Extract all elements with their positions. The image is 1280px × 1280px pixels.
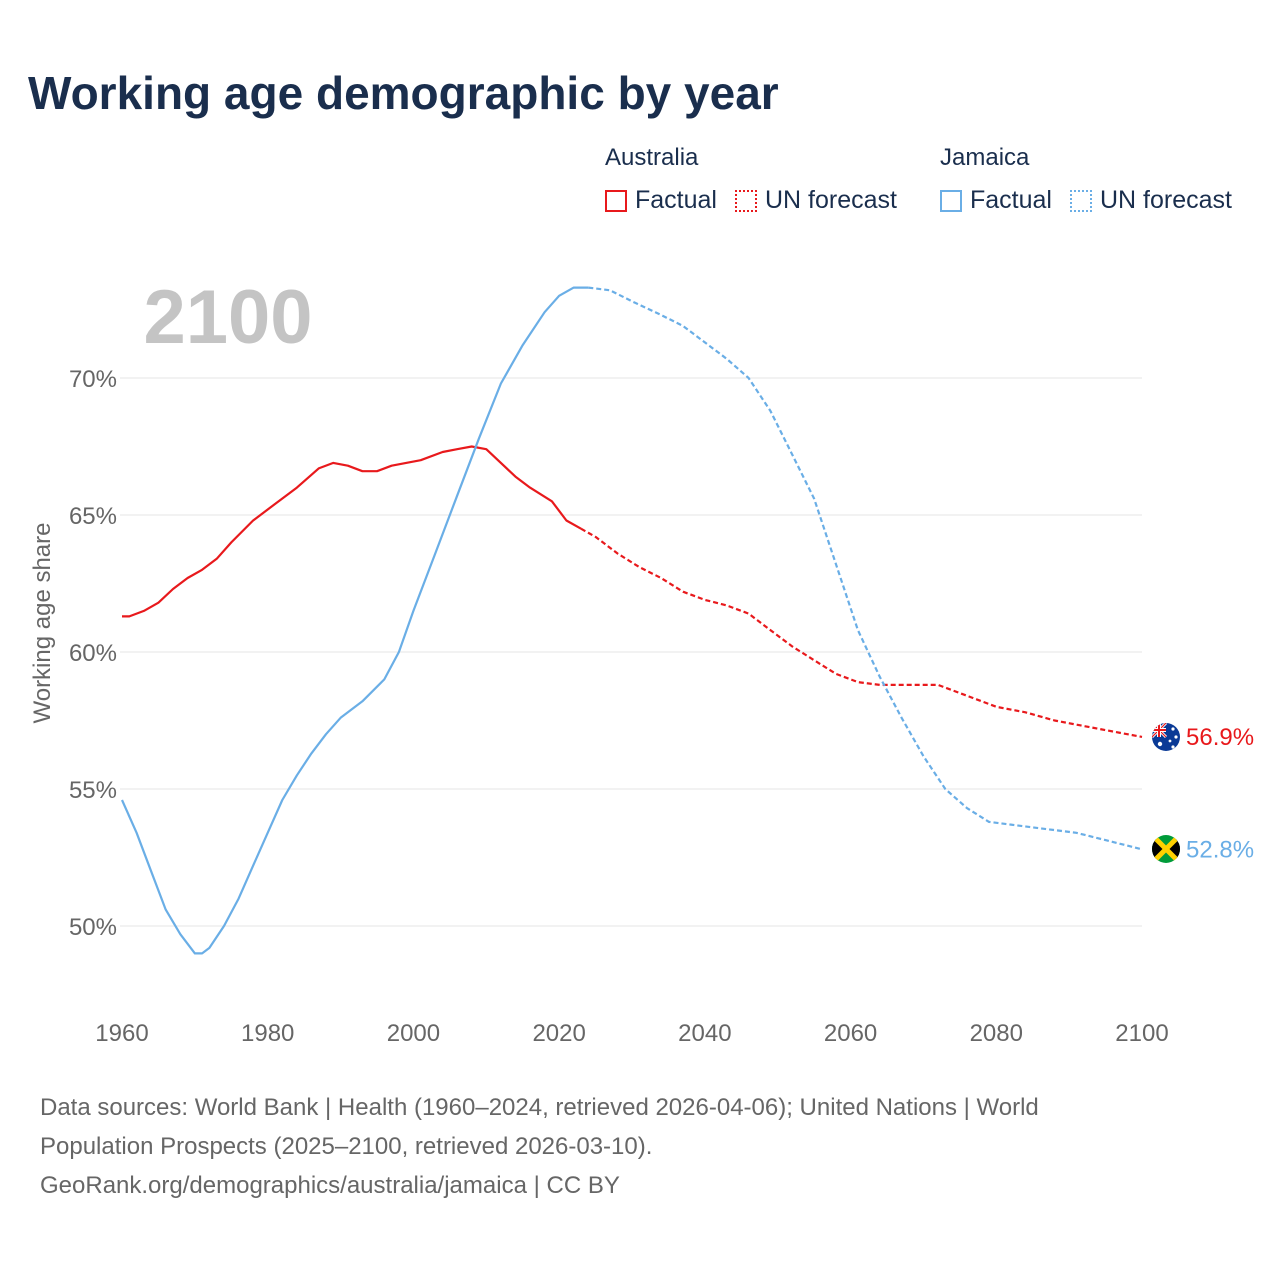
australia-end-label: 56.9% [1186, 724, 1254, 751]
legend-swatch-dotted [1069, 189, 1092, 212]
x-tick-label: 2020 [532, 1020, 585, 1047]
y-tick-label: 60% [69, 640, 117, 667]
legend-label: Factual [635, 186, 717, 214]
jamaica-factual-line [120, 286, 589, 955]
footer-line[interactable]: GeoRank.org/demographics/australia/jamai… [40, 1172, 620, 1199]
x-tick-label: 2080 [970, 1020, 1023, 1047]
legend-group-australia: Australia Factual UN forecast [605, 144, 897, 215]
x-tick-label: 2060 [824, 1020, 877, 1047]
x-tick-label: 2000 [387, 1020, 440, 1047]
legend-group-name: Australia [605, 144, 699, 171]
y-tick-label: 55% [69, 777, 117, 804]
legend-item-australia-forecast[interactable]: UN forecast [734, 186, 897, 215]
legend-label: UN forecast [764, 186, 897, 214]
legend-swatch-solid [940, 189, 962, 212]
legend-item-australia-factual[interactable]: Factual [605, 186, 717, 215]
australia-flag-icon [1152, 723, 1180, 751]
year-watermark: 2100 [143, 275, 312, 360]
legend-item-jamaica-factual[interactable]: Factual [940, 186, 1052, 215]
footer-sources: Data sources: World Bank | Health (1960–… [40, 1088, 1220, 1205]
legend-group-jamaica: Jamaica Factual UN forecast [940, 144, 1232, 215]
footer-line: Data sources: World Bank | Health (1960–… [40, 1094, 1039, 1121]
y-axis-label: Working age share [29, 523, 56, 724]
legend-item-jamaica-forecast[interactable]: UN forecast [1069, 186, 1232, 215]
x-tick-label: 1980 [241, 1020, 294, 1047]
x-tick-label: 2040 [678, 1020, 731, 1047]
legend-label: Factual [970, 186, 1052, 214]
jamaica-end-label: 52.8% [1186, 836, 1254, 863]
footer-line: Population Prospects (2025–2100, retriev… [40, 1133, 653, 1160]
australia-factual-line [122, 445, 582, 618]
x-tick-label: 1960 [95, 1020, 148, 1047]
legend-swatch-dotted [734, 189, 757, 212]
line-chart: 50% 55% 60% 65% 70% 1960 1980 2000 2020 2040 2060 2… [29, 275, 1254, 1047]
australia-forecast-line [580, 527, 1143, 738]
jamaica-flag-icon [1152, 835, 1180, 863]
chart-title: Working age demographic by year [28, 67, 779, 119]
y-tick-label: 65% [69, 503, 117, 530]
legend-label: UN forecast [1099, 186, 1232, 214]
jamaica-forecast-line [588, 286, 1143, 851]
legend-swatch-solid [605, 189, 627, 212]
legend-group-name: Jamaica [940, 144, 1030, 171]
y-tick-label: 50% [69, 914, 117, 941]
y-tick-label: 70% [69, 366, 117, 393]
x-tick-label: 2100 [1115, 1020, 1168, 1047]
